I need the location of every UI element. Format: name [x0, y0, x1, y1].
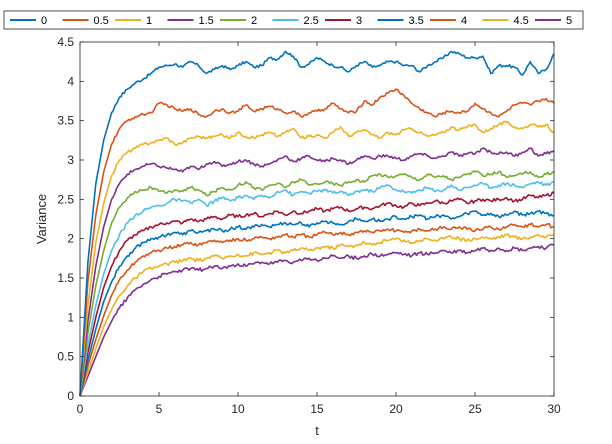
- y-tick-label: 2: [67, 232, 74, 246]
- series-line-1: [79, 120, 555, 397]
- series-line-0: [79, 50, 555, 397]
- y-tick-label: 0.5: [57, 350, 74, 364]
- legend-label-1: 1: [146, 15, 152, 27]
- legend-label-2: 2: [251, 15, 257, 27]
- axes-layer: 0 5 10 15 20 25 30 0 0.5 1 1.5 2 2.5 3 3.5 4 4.5: [57, 35, 561, 416]
- y-axis-title: Variance: [34, 194, 49, 244]
- legend-label-5: 5: [566, 15, 572, 27]
- x-tick-label: 20: [389, 402, 403, 416]
- legend-label-0: 0: [41, 15, 47, 27]
- y-tick-label: 1: [67, 310, 74, 324]
- legend-label-3-5: 3.5: [409, 15, 424, 27]
- y-tick-label: 3.5: [57, 114, 74, 128]
- y-tick-label: 1.5: [57, 271, 74, 285]
- legend-label-1-5: 1.5: [199, 15, 214, 27]
- series-line-3-5: [79, 209, 555, 397]
- legend-label-0-5: 0.5: [94, 15, 109, 27]
- x-axis-title: t: [315, 423, 319, 438]
- series-layer: [79, 50, 555, 397]
- y-tick-label: 4.5: [57, 35, 74, 49]
- series-line-4: [79, 222, 555, 397]
- x-tick-label: 30: [547, 402, 561, 416]
- series-line-1-5: [79, 147, 555, 397]
- series-line-3: [79, 191, 555, 397]
- series-line-2: [79, 170, 555, 397]
- series-line-0-5: [79, 88, 555, 397]
- y-tick-label: 2.5: [57, 192, 74, 206]
- y-tick-label: 3: [67, 153, 74, 167]
- legend-label-4-5: 4.5: [514, 15, 529, 27]
- x-tick-label: 5: [156, 402, 163, 416]
- series-line-2-5: [79, 181, 555, 397]
- y-tick-label: 0: [67, 389, 74, 403]
- x-tick-label: 25: [468, 402, 482, 416]
- legend-label-2-5: 2.5: [304, 15, 319, 27]
- series-line-5: [79, 243, 555, 397]
- x-tick-label: 10: [231, 402, 245, 416]
- series-line-4-5: [79, 233, 555, 397]
- legend-label-4: 4: [461, 15, 467, 27]
- x-tick-label: 0: [77, 402, 84, 416]
- y-tick-label: 4: [67, 74, 74, 88]
- x-tick-label: 15: [310, 402, 324, 416]
- legend: 0 0.5 1 1.5 2 2.5 3 3.5 4 4.5 5: [3, 10, 584, 30]
- legend-label-3: 3: [356, 15, 362, 27]
